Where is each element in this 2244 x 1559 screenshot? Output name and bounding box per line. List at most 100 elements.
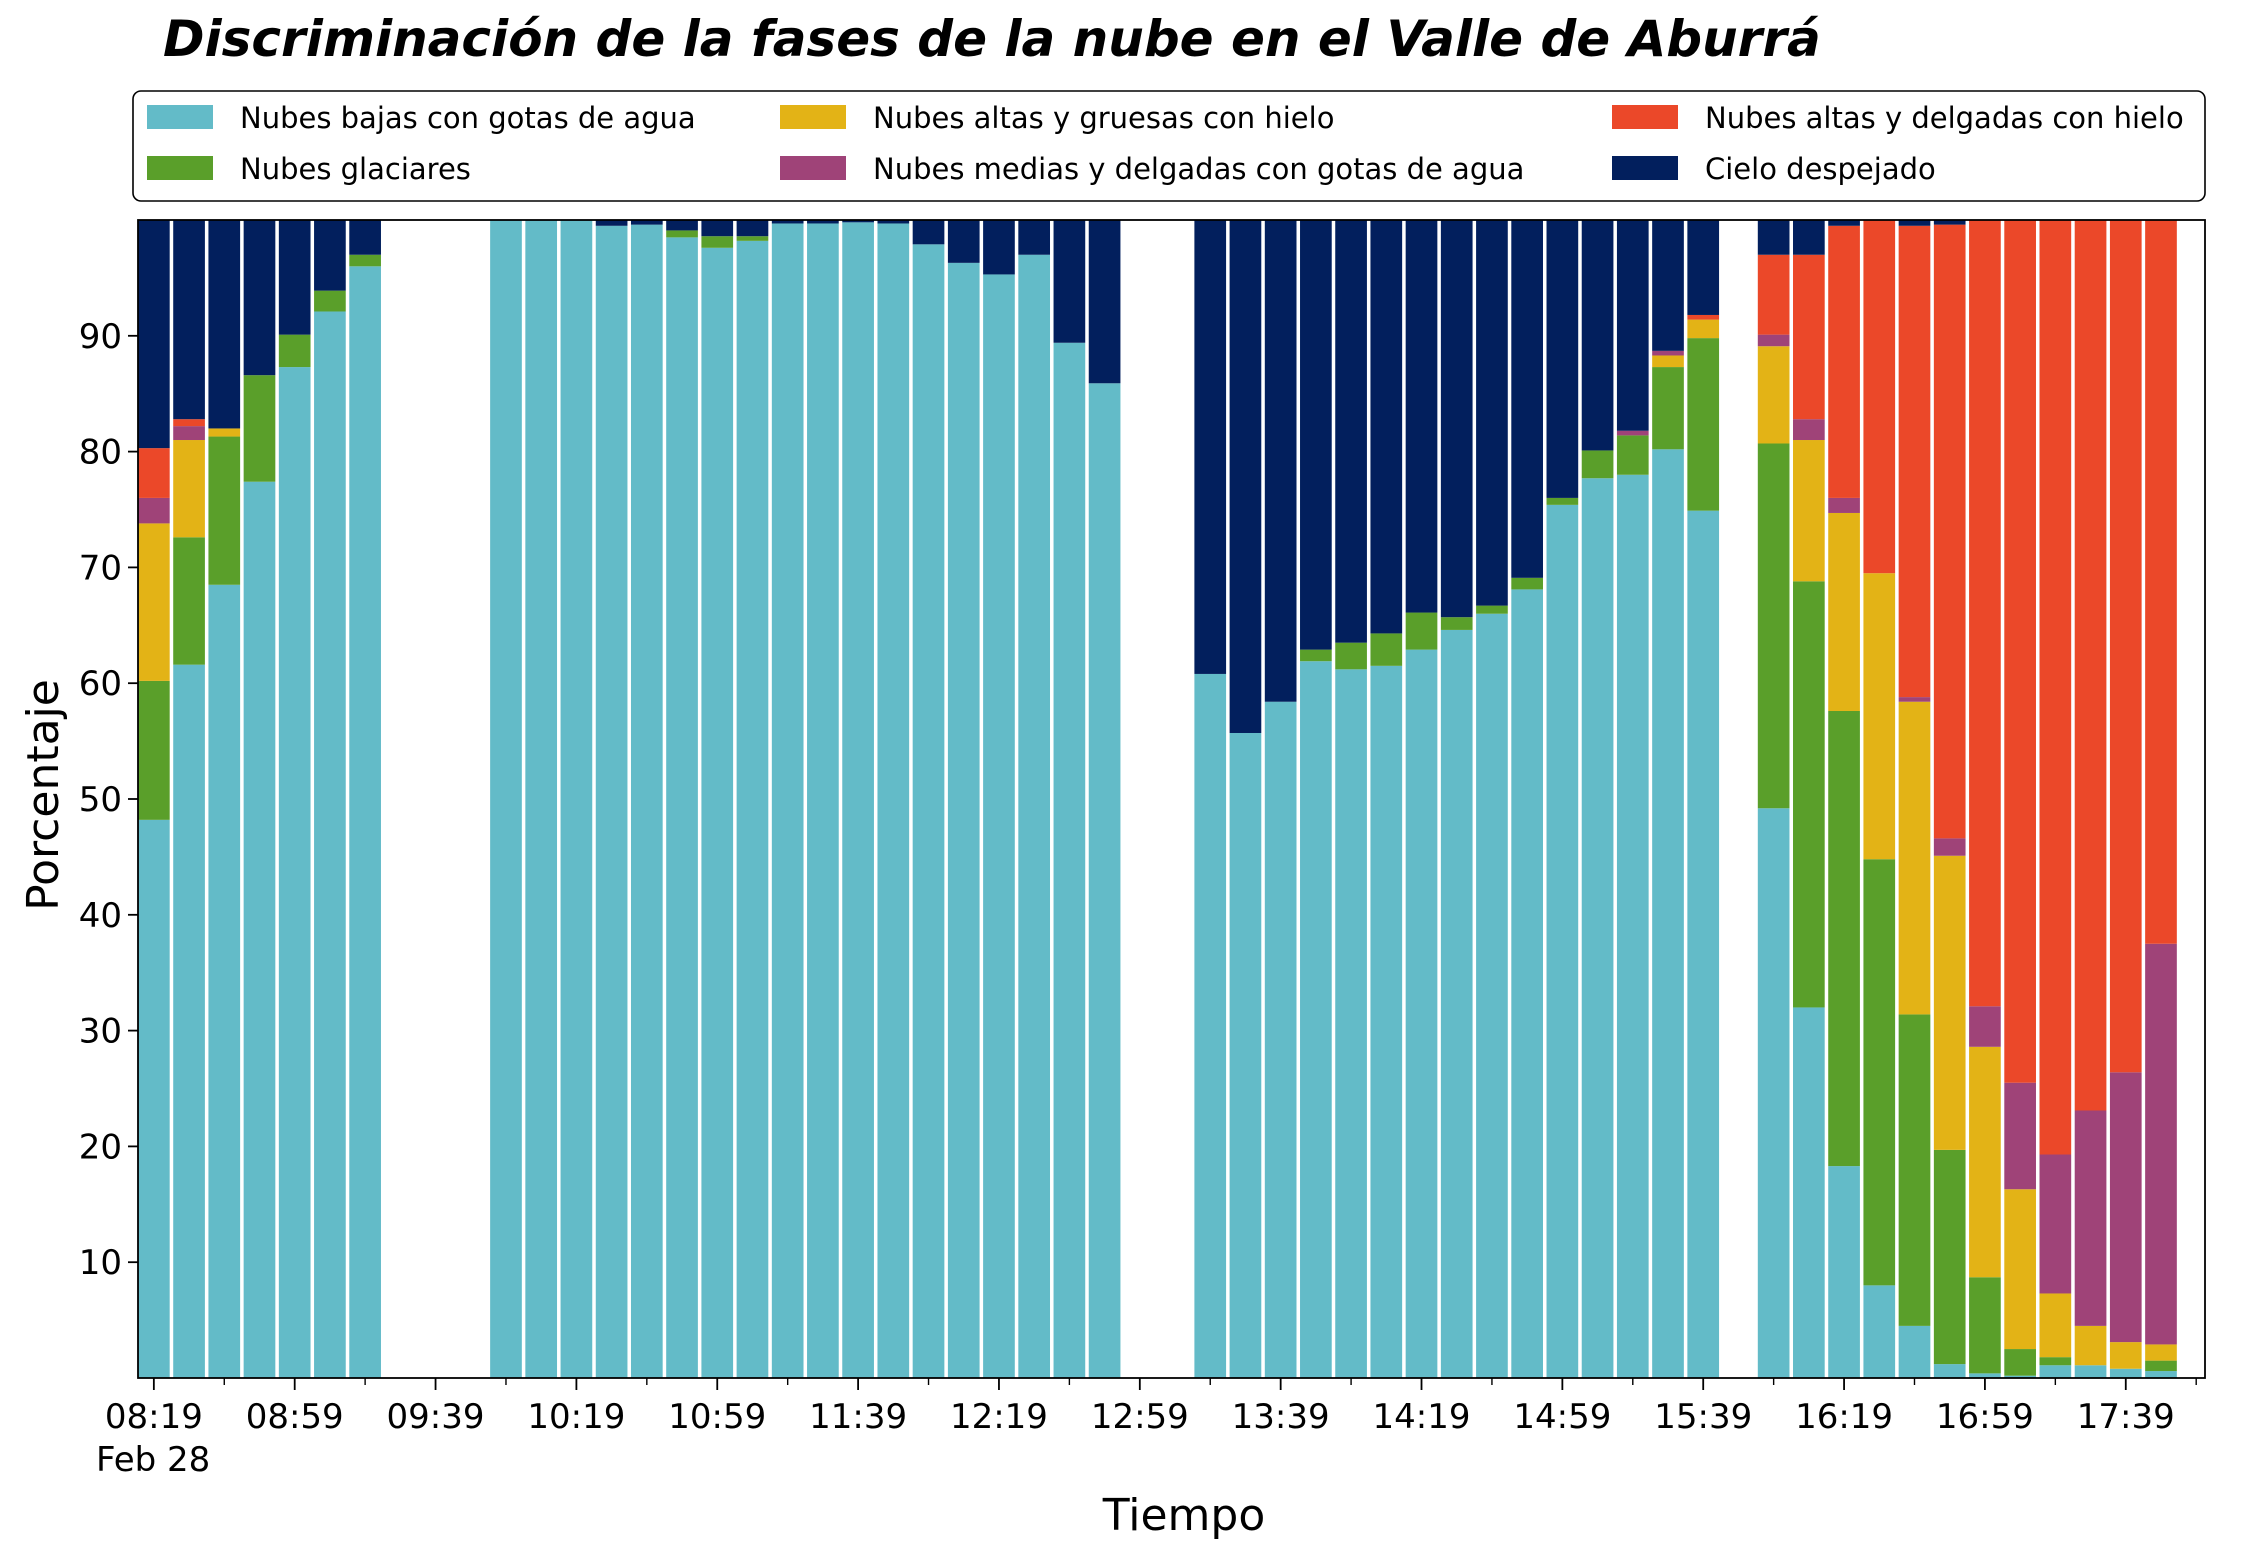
x-tick-label: 08:59 (246, 1397, 344, 1437)
bar-stack-41 (1793, 220, 1825, 1378)
bar-segment-23-0 (1053, 342, 1086, 1378)
bar-segment-0-5 (138, 220, 170, 449)
bar-segment-0-3 (138, 497, 170, 524)
bar-segment-50-0 (2109, 1368, 2142, 1378)
bar-segment-33-1 (1476, 605, 1508, 614)
plot-area: 10 20 30 40 50 60 70 80 90 08:19 08:59 09:39 10:19 1… (79, 219, 2206, 1437)
bar-segment-51-3 (2145, 943, 2177, 1345)
y-tick-label: 40 (79, 896, 122, 936)
bar-segment-50-2 (2109, 1342, 2142, 1369)
x-tick-label: 09:39 (387, 1397, 485, 1437)
bar-segment-15-0 (771, 223, 804, 1379)
bar-segment-46-0 (1969, 1373, 2001, 1378)
bar-segment-29-5 (1335, 220, 1367, 643)
bar-segment-29-0 (1335, 669, 1367, 1378)
bar-segment-44-5 (1898, 220, 1931, 226)
bar-segment-41-2 (1793, 440, 1825, 582)
legend-swatch (780, 156, 846, 180)
bar-segment-48-1 (2039, 1357, 2072, 1366)
bar-segment-30-0 (1370, 665, 1403, 1378)
x-tick-label: 12:19 (950, 1397, 1048, 1437)
bar-segment-28-1 (1300, 649, 1332, 662)
bar-stack-48 (2039, 220, 2072, 1378)
bar-segment-12-1 (666, 230, 698, 238)
bar-segment-42-2 (1828, 512, 1860, 711)
legend-item-4: Nubes altas y delgadas con hielo (1612, 101, 2184, 135)
bar-segment-32-1 (1440, 617, 1473, 630)
bar-segment-9-0 (560, 220, 593, 1378)
bar-segment-49-0 (2074, 1365, 2107, 1378)
bar-segment-49-3 (2074, 1110, 2107, 1326)
x-tick-label: 14:59 (1513, 1397, 1611, 1437)
bar-segment-40-4 (1757, 254, 1790, 335)
bar-segment-47-1 (2004, 1349, 2036, 1376)
x-axis-title: Tiempo (1102, 1490, 1266, 1541)
bar-stack-28 (1300, 220, 1332, 1378)
bar-stack-19 (912, 220, 945, 1378)
bar-stack-39 (1687, 220, 1720, 1378)
bar-segment-41-0 (1793, 1007, 1825, 1378)
x-tick-label: 08:19 (105, 1397, 203, 1437)
bar-segment-42-3 (1828, 497, 1860, 513)
y-axis-ticks: 10 20 30 40 50 60 70 80 90 (79, 317, 138, 1283)
bar-segment-14-0 (736, 240, 769, 1379)
bar-segment-1-4 (173, 419, 205, 427)
bar-stack-49 (2074, 220, 2107, 1378)
x-tick-label: 10:19 (527, 1397, 625, 1437)
bar-segment-42-0 (1828, 1166, 1860, 1378)
bar-segment-46-2 (1969, 1046, 2001, 1278)
bar-segment-42-5 (1828, 220, 1860, 226)
bar-segment-1-2 (173, 440, 205, 538)
bar-segment-3-1 (243, 375, 276, 482)
bar-segment-43-0 (1863, 1285, 1896, 1378)
y-axis-title: Porcentaje (18, 679, 69, 911)
bar-segment-44-0 (1898, 1325, 1931, 1378)
legend-label: Nubes glaciares (240, 152, 471, 186)
y-tick-label: 70 (79, 548, 122, 588)
bar-segment-41-3 (1793, 419, 1825, 441)
bar-stack-44 (1898, 220, 1931, 1378)
bar-segment-33-0 (1476, 613, 1508, 1378)
bar-stack-3 (243, 220, 276, 1379)
bar-segment-26-0 (1229, 732, 1262, 1378)
bar-segment-41-1 (1793, 581, 1825, 1008)
bar-segment-48-3 (2039, 1154, 2072, 1294)
bar-stack-21 (983, 220, 1015, 1379)
legend-item-2: Nubes altas y gruesas con hielo (780, 101, 1334, 135)
bar-stack-32 (1440, 220, 1473, 1378)
bar-stack-36 (1581, 220, 1614, 1379)
x-tick-label: 14:19 (1373, 1397, 1471, 1437)
bar-segment-45-2 (1933, 855, 1966, 1150)
bar-segment-40-5 (1757, 220, 1790, 255)
bar-segment-46-3 (1969, 1006, 2001, 1047)
bar-stack-42 (1828, 220, 1860, 1378)
bar-segment-37-3 (1616, 430, 1649, 436)
bar-segment-48-0 (2039, 1365, 2072, 1378)
bar-segment-48-2 (2039, 1293, 2072, 1358)
bar-segment-48-4 (2039, 220, 2072, 1155)
bar-segment-1-0 (173, 664, 205, 1378)
bar-segment-13-0 (701, 247, 734, 1378)
bar-stack-5 (314, 220, 346, 1379)
bar-segment-45-0 (1933, 1364, 1966, 1378)
bars-layer (138, 220, 2177, 1379)
bar-stack-40 (1757, 220, 1790, 1378)
x-tick-label: 16:59 (1936, 1397, 2034, 1437)
bar-stack-15 (771, 220, 804, 1379)
bar-segment-1-1 (173, 537, 205, 665)
bar-segment-47-0 (2004, 1375, 2036, 1378)
bar-segment-17-5 (842, 220, 874, 223)
bar-stack-12 (666, 220, 698, 1378)
legend-swatch (147, 105, 213, 129)
bar-segment-41-4 (1793, 254, 1825, 420)
bar-segment-21-5 (983, 220, 1015, 275)
bar-segment-12-0 (666, 237, 698, 1378)
bar-segment-34-1 (1511, 577, 1543, 590)
bar-stack-22 (1018, 220, 1051, 1379)
bar-stack-11 (630, 220, 663, 1378)
bar-segment-38-0 (1652, 449, 1684, 1378)
bar-segment-28-0 (1300, 661, 1332, 1378)
bar-segment-6-5 (349, 220, 381, 255)
bar-segment-43-1 (1863, 859, 1896, 1286)
bar-segment-21-0 (983, 274, 1015, 1379)
